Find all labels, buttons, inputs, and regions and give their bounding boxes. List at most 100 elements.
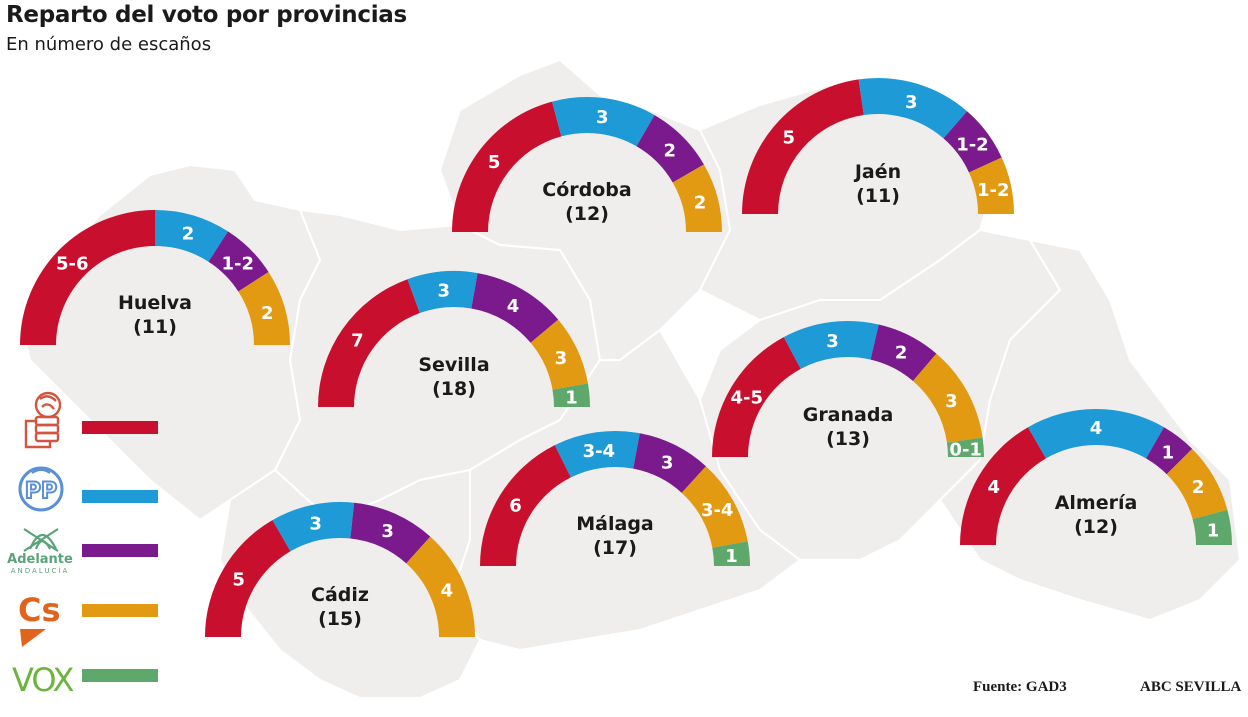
seat-label: 5 — [232, 570, 245, 591]
seat-label: 3 — [905, 92, 918, 113]
seat-label: 4 — [988, 477, 1001, 498]
seat-segment — [742, 79, 864, 215]
legend-item-vox: VOX — [0, 657, 170, 717]
legend-bar-psoe — [82, 421, 158, 434]
seat-label: 5 — [783, 128, 796, 149]
rose-fist-icon — [24, 391, 62, 449]
seat-segment — [1146, 427, 1193, 475]
province-name: Sevilla — [418, 354, 489, 376]
seat-segment — [318, 279, 420, 407]
seat-segment — [968, 157, 1014, 214]
seat-segment — [554, 431, 640, 478]
province-chart-huelva: 5-6 2 1-2 2 Huelva(11) — [20, 210, 290, 345]
legend-item-psoe — [0, 385, 170, 449]
chart-subtitle: En número de escaños — [6, 34, 212, 55]
seat-segment — [712, 337, 801, 457]
legend-bar-vox — [82, 669, 158, 682]
seat-segment — [20, 210, 155, 345]
province-total-seats: (11) — [856, 185, 900, 207]
seat-segment — [407, 271, 478, 314]
seat-segment — [205, 520, 291, 637]
seat-segment — [712, 541, 750, 566]
province-total-seats: (13) — [826, 428, 870, 450]
seat-label: 4 — [1090, 418, 1103, 439]
seat-label: 4 — [441, 580, 454, 601]
seat-label: 2 — [694, 193, 707, 214]
adelante-logo-icon: Adelante ANDALUCÍA — [7, 528, 73, 575]
seat-segment — [1166, 448, 1228, 520]
seat-label: 4 — [507, 296, 520, 317]
province-chart-jaén: 5 3 1-2 1-2 Jaén(11) — [742, 78, 1014, 215]
seat-label: 2 — [663, 140, 676, 161]
province-chart-málaga: 6 3-4 3 3-4 1 Málaga(17) — [480, 431, 750, 567]
seat-label: 3 — [309, 514, 322, 535]
seat-label: 3 — [437, 280, 450, 301]
province-name: Huelva — [118, 292, 192, 314]
seat-segment — [672, 164, 722, 232]
seat-segment — [943, 111, 1002, 173]
seat-segment — [452, 101, 562, 233]
seat-segment — [636, 115, 704, 183]
chart-title: Reparto del voto por provincias — [6, 2, 407, 28]
seat-label: 3 — [555, 348, 568, 369]
province-name: Granada — [803, 404, 894, 426]
seat-segment — [946, 437, 984, 457]
pp-logo-icon: PP — [18, 466, 64, 512]
province-chart-córdoba: 5 3 2 2 Córdoba(12) — [452, 97, 722, 233]
province-name: Córdoba — [542, 179, 631, 201]
seat-label: 4-5 — [730, 387, 763, 408]
seat-segment — [783, 321, 879, 369]
seat-label: 3-4 — [701, 500, 734, 521]
province-name: Jaén — [853, 161, 901, 183]
seat-segment — [155, 210, 228, 262]
legend-bar-adelante — [82, 544, 158, 557]
seat-label: 5-6 — [56, 253, 89, 274]
seat-segment — [208, 231, 269, 292]
seat-segment — [480, 445, 571, 566]
seat-label: 1 — [725, 546, 738, 567]
seat-label: 2 — [261, 303, 274, 324]
seat-label: 7 — [351, 330, 364, 351]
seat-segment — [633, 433, 706, 493]
seat-label: 2 — [1192, 477, 1205, 498]
seat-label: 0-1 — [949, 440, 982, 461]
publisher-credit: ABC SEVILLA — [1140, 679, 1242, 695]
seat-label: 5 — [488, 152, 501, 173]
svg-text:VOX: VOX — [12, 661, 73, 697]
seat-segment — [530, 319, 588, 390]
seat-label: 1-2 — [956, 134, 989, 155]
cs-logo-icon: Cs — [18, 591, 61, 647]
province-total-seats: (18) — [432, 378, 476, 400]
seat-label: 1 — [565, 388, 578, 409]
seat-label: 2 — [182, 224, 195, 245]
province-name: Málaga — [576, 513, 653, 535]
seat-segment — [870, 324, 937, 381]
seat-label: 1 — [1207, 521, 1220, 542]
source-note: Fuente: GAD3 — [973, 679, 1067, 695]
seat-label: 2 — [895, 343, 908, 364]
seat-label: 3-4 — [583, 441, 616, 462]
seat-segment — [960, 427, 1046, 545]
province-total-seats: (12) — [565, 203, 609, 225]
province-chart-cádiz: 5 3 3 4 Cádiz(15) — [205, 501, 475, 637]
legend-item-pp: PP — [0, 463, 170, 523]
province-total-seats: (15) — [318, 608, 362, 630]
legend-item-cs: Cs — [0, 587, 170, 647]
seat-segment — [350, 502, 431, 564]
province-name: Cádiz — [311, 584, 369, 606]
seat-segment — [1028, 408, 1164, 459]
legend-bar-pp — [82, 490, 158, 503]
seat-label: 1-2 — [221, 253, 254, 274]
seat-label: 1 — [1162, 442, 1175, 463]
seat-segment — [1192, 509, 1232, 545]
seat-segment — [471, 273, 559, 343]
province-total-seats: (17) — [593, 537, 637, 559]
svg-text:Adelante: Adelante — [7, 552, 73, 567]
seat-label: 3 — [596, 107, 609, 128]
seat-segment — [238, 272, 290, 345]
province-chart-sevilla: 7 3 4 3 1 Sevilla(18) — [318, 271, 590, 409]
province-name: Almería — [1055, 492, 1138, 514]
seat-segment — [912, 353, 983, 443]
seat-label: 3 — [826, 331, 839, 352]
svg-text:PP: PP — [25, 479, 57, 504]
